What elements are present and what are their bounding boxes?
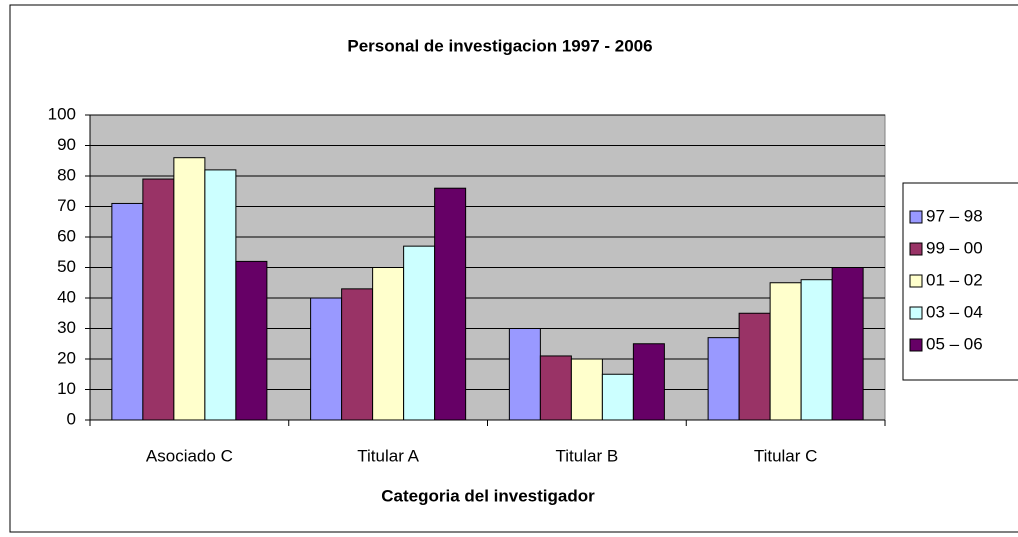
- bar: [310, 297, 343, 421]
- bar: [800, 279, 833, 421]
- bar: [570, 358, 603, 421]
- bar: [601, 373, 634, 421]
- bar: [142, 178, 175, 421]
- legend-swatch: [909, 242, 923, 256]
- bar: [508, 328, 541, 421]
- bar: [434, 187, 467, 421]
- bar: [403, 245, 436, 421]
- bar: [831, 267, 864, 421]
- y-tick-label: 70: [57, 196, 76, 215]
- y-tick-label: 0: [67, 409, 76, 428]
- bar: [235, 260, 268, 421]
- bar: [204, 169, 237, 421]
- y-tick-label: 90: [57, 135, 76, 154]
- bar: [111, 202, 144, 421]
- x-axis-title: Categoria del investigador: [381, 486, 595, 505]
- y-tick-label: 40: [57, 287, 76, 306]
- y-tick-label: 30: [57, 318, 76, 337]
- x-tick-label: Titular C: [754, 446, 818, 465]
- y-tick-label: 100: [48, 104, 76, 123]
- bar: [707, 337, 740, 421]
- chart-title: Personal de investigacion 1997 - 2006: [347, 36, 652, 55]
- legend-swatch: [909, 306, 923, 320]
- bar: [173, 157, 206, 421]
- y-tick-label: 20: [57, 348, 76, 367]
- x-tick-label: Titular B: [556, 446, 619, 465]
- y-tick-label: 80: [57, 165, 76, 184]
- y-tick-label: 50: [57, 257, 76, 276]
- bar: [769, 282, 802, 421]
- legend-swatch: [909, 210, 923, 224]
- legend-label: 05 – 06: [926, 334, 983, 353]
- x-tick-label: Titular A: [357, 446, 419, 465]
- bar: [341, 288, 374, 421]
- legend-swatch: [909, 338, 923, 352]
- legend-label: 97 – 98: [926, 206, 983, 225]
- bar: [539, 355, 572, 421]
- legend-swatch: [909, 274, 923, 288]
- legend-label: 03 – 04: [926, 302, 983, 321]
- x-tick-label: Asociado C: [146, 446, 233, 465]
- legend-label: 01 – 02: [926, 270, 983, 289]
- bar: [372, 267, 405, 421]
- y-tick-label: 10: [57, 379, 76, 398]
- bar: [632, 343, 665, 421]
- y-tick-label: 60: [57, 226, 76, 245]
- legend-label: 99 – 00: [926, 238, 983, 257]
- bar: [738, 312, 771, 421]
